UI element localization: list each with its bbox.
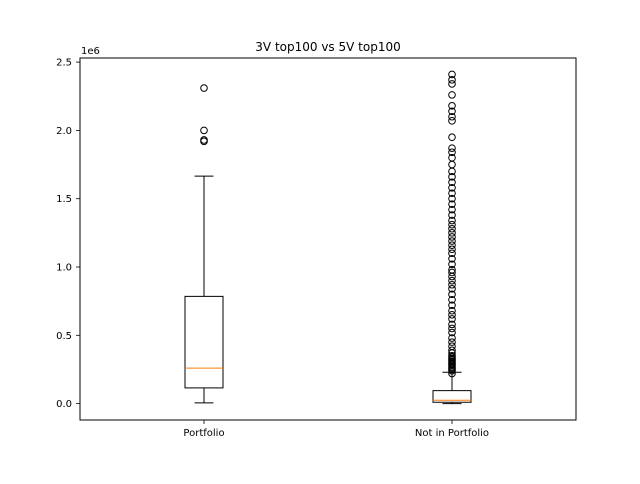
- y-tick-label: 0.0: [56, 399, 72, 410]
- y-tick-label: 2.0: [56, 126, 72, 137]
- outlier-point: [448, 241, 456, 249]
- outlier-point: [448, 324, 456, 333]
- outlier-point: [448, 229, 456, 237]
- outlier-point: [200, 84, 208, 92]
- outlier-point: [448, 351, 456, 360]
- y-offset-label: 1e6: [81, 46, 100, 57]
- outlier-point: [448, 91, 456, 99]
- outlier-point: [448, 295, 456, 304]
- outlier-point: [448, 224, 456, 233]
- outlier-point: [448, 311, 456, 319]
- outlier-point: [448, 200, 456, 208]
- outlier-point: [448, 112, 456, 121]
- outlier-point: [448, 285, 456, 293]
- outlier-point: [448, 133, 456, 142]
- outlier-point: [448, 338, 456, 346]
- outlier-point: [448, 144, 456, 152]
- box: [432, 390, 472, 403]
- outlier-point: [448, 117, 456, 125]
- outlier-point: [448, 70, 456, 79]
- outlier-point: [448, 173, 456, 181]
- outlier-point: [448, 320, 456, 329]
- y-tick-label: 0.5: [56, 331, 72, 342]
- outlier-point: [448, 290, 456, 299]
- outlier-point: [448, 76, 456, 84]
- outlier-point: [448, 268, 456, 277]
- outlier-point: [448, 265, 456, 274]
- outlier-point: [448, 342, 456, 351]
- outlier-point: [448, 255, 456, 263]
- outlier-point: [448, 315, 456, 323]
- outlier-point: [448, 183, 456, 192]
- outlier-point: [448, 153, 456, 162]
- x-tick-label: Portfolio: [183, 428, 224, 439]
- outlier-point: [448, 211, 456, 219]
- outlier-point: [448, 148, 456, 157]
- y-tick-label: 1.0: [56, 263, 72, 274]
- x-tick-label: Not in Portfolio: [415, 428, 489, 439]
- outlier-point: [448, 178, 456, 187]
- y-tick-label: 2.5: [56, 58, 72, 69]
- chart-title: 3V top100 vs 5V top100: [255, 40, 400, 54]
- outlier-point: [448, 205, 456, 214]
- outlier-point: [200, 136, 208, 144]
- outlier-point: [448, 189, 456, 198]
- outlier-point: [448, 334, 456, 342]
- outlier-point: [448, 233, 456, 241]
- outlier-point: [448, 346, 456, 355]
- outlier-point: [448, 249, 456, 258]
- outlier-point: [448, 280, 456, 289]
- outlier-point: [448, 328, 456, 337]
- outlier-point: [448, 220, 456, 229]
- outlier-point: [448, 276, 456, 285]
- outlier-point: [448, 194, 456, 203]
- axes-frame: [79, 57, 577, 421]
- outlier-point: [448, 245, 456, 254]
- outlier-point: [448, 237, 456, 245]
- outlier-point: [448, 260, 456, 269]
- plot-area: 0.0 0.5 1.0 1.5 2.0 2.5 Portfolio Not in Portfo…: [56, 58, 489, 439]
- outlier-point: [448, 80, 456, 88]
- outlier-point: [448, 107, 456, 116]
- outlier-point: [200, 126, 208, 135]
- outlier-point: [448, 216, 456, 225]
- outlier-point: [448, 301, 456, 310]
- box: [184, 295, 224, 389]
- outlier-point: [448, 102, 456, 110]
- y-tick-label: 1.5: [56, 194, 72, 205]
- outlier-point: [448, 306, 456, 315]
